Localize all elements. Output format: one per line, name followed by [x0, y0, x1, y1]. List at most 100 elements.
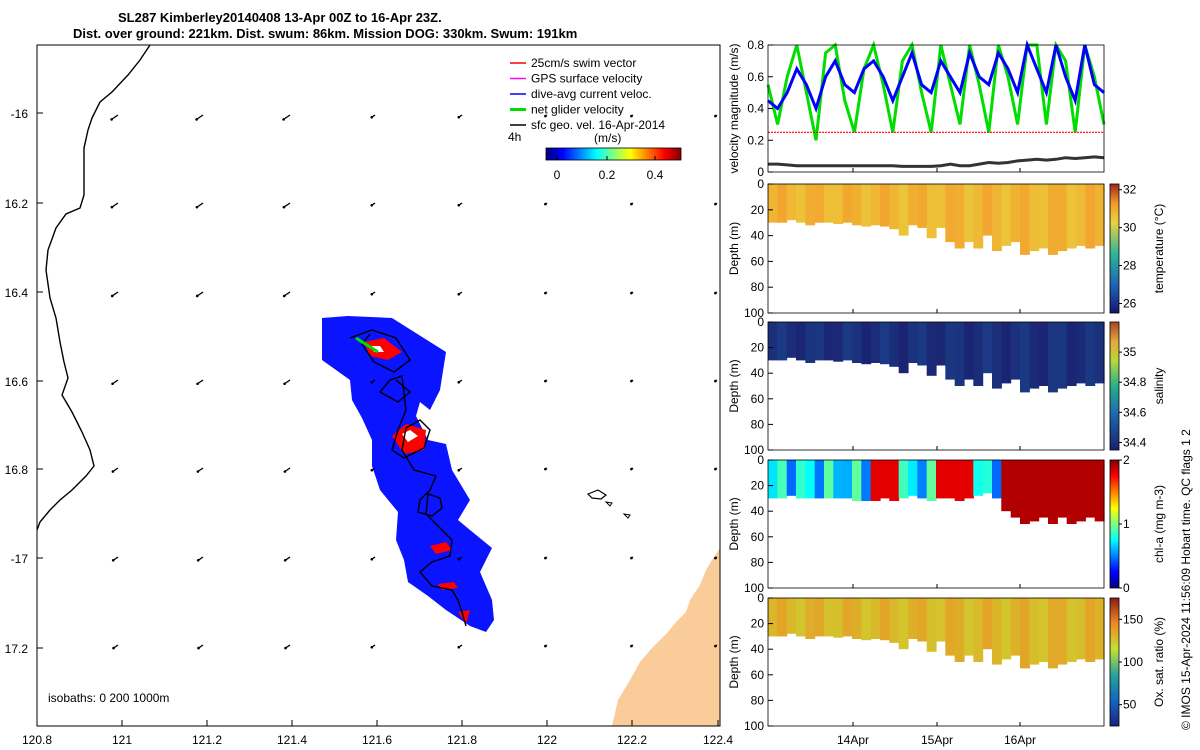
map-x-tick-label: 120.8	[22, 733, 52, 747]
geo-velocity-arrowhead	[370, 557, 374, 561]
geo-velocity-arrowhead	[457, 115, 461, 119]
velocity-y-tick: 0.2	[747, 133, 764, 147]
profile-column	[1094, 598, 1105, 660]
profile-column	[992, 184, 1002, 252]
geo-velocity-arrowhead	[544, 202, 547, 206]
geo-velocity-arrowhead	[195, 118, 198, 121]
geo-velocity-arrowhead	[110, 118, 113, 121]
geo-velocity-arrowhead	[111, 470, 115, 473]
profile-column	[964, 598, 974, 656]
profile-column	[870, 598, 881, 639]
profile-column	[833, 598, 844, 638]
map-colorbar-tick: 0	[554, 168, 561, 182]
profile-column	[926, 598, 937, 652]
map-colorbar-ticks: 0 0.2 0.4	[554, 156, 664, 182]
profile-column	[805, 184, 816, 226]
geo-velocity-arrowhead	[370, 645, 374, 649]
geo-velocity-arrowhead	[714, 644, 717, 648]
profile-column	[1085, 322, 1096, 386]
map-x-tick-label: 121.8	[447, 733, 477, 747]
geo-velocity-arrowhead	[370, 380, 374, 384]
profile-column	[1066, 322, 1077, 386]
depth-y-tick: 40	[751, 229, 765, 243]
time-tick-label: 14Apr	[837, 733, 869, 747]
profile-column	[1076, 598, 1086, 660]
map-y-tick-label: 16.8	[5, 463, 29, 477]
geo-velocity-arrowhead	[370, 115, 374, 119]
geo-velocity-arrowhead	[195, 205, 199, 209]
legend-label: dive-avg current veloc.	[531, 87, 652, 101]
profile-column	[1029, 598, 1040, 665]
profile-column	[852, 598, 862, 639]
profile-column	[1085, 184, 1096, 249]
profile-column	[814, 460, 825, 499]
depth-y-tick: 0	[757, 177, 764, 191]
isobath-label: isobaths: 0 200 1000m	[48, 691, 169, 705]
geo-velocity-arrowhead	[544, 379, 547, 383]
profile-column	[777, 460, 788, 499]
profile-column	[917, 460, 928, 499]
geo-velocity-arrowhead	[630, 467, 633, 471]
profile-column	[824, 322, 834, 361]
red-patch-3	[430, 542, 452, 554]
panel-colorbar	[1109, 183, 1120, 314]
profile-column	[1057, 598, 1068, 665]
profile-column	[964, 184, 974, 243]
profile-column	[926, 460, 937, 501]
geo-velocity-arrowhead	[457, 380, 461, 384]
map-x-tick-label: 122.2	[617, 733, 647, 747]
profile-column	[1029, 460, 1040, 522]
chart-title-line2: Dist. over ground: 221km. Dist. swum: 86…	[73, 26, 578, 41]
panel-frame	[767, 321, 1105, 451]
profile-column	[945, 598, 956, 656]
profile-column	[796, 184, 806, 223]
map-panel: 120.8 121 121.2 121.4 121.6 121.8 122 122.2 122.…	[5, 44, 733, 747]
map-y-axis: -16 16.2 16.4 16.6 16.8 -17 17.2	[5, 107, 43, 656]
profile-column	[768, 184, 778, 223]
profile-column	[992, 460, 1002, 499]
colorbar-label: Ox. sat. ratio (%)	[1152, 617, 1166, 707]
profile-column	[982, 460, 993, 494]
geo-velocity-arrowhead	[630, 202, 633, 206]
profile-column	[861, 184, 872, 227]
velocity-y-tick: 0.8	[747, 38, 764, 52]
white-patch	[402, 430, 418, 442]
profile-column	[1076, 460, 1086, 522]
geo-velocity-arrowhead	[370, 203, 374, 207]
map-x-tick-label: 122.4	[703, 733, 733, 747]
panel-2: 0 20 40 60 80 100 26 28 30 32 temperature (°C) Dept…	[727, 177, 1166, 320]
map-y-tick-label: 16.4	[5, 286, 29, 300]
geo-velocity-arrowhead	[112, 646, 115, 650]
profile-column	[786, 184, 797, 221]
profile-column	[889, 460, 900, 501]
profile-column	[796, 598, 806, 637]
velocity-y-tick: 0	[757, 165, 764, 179]
depth-y-tick: 60	[751, 668, 765, 682]
geo-velocity-arrowhead	[544, 467, 547, 471]
profile-column	[1020, 460, 1030, 524]
geo-velocity-arrowhead	[630, 644, 633, 648]
island-c	[622, 513, 631, 519]
profile-column	[880, 184, 890, 227]
geo-velocity-arrowhead	[544, 644, 547, 648]
geo-velocity-arrowhead	[714, 202, 717, 206]
map-y-tick-label: 16.2	[5, 197, 29, 211]
profile-column	[973, 598, 984, 662]
profile-column	[1066, 184, 1077, 249]
profile-column	[1020, 184, 1030, 255]
profile-column	[805, 460, 816, 499]
profile-column	[954, 598, 965, 662]
geo-velocity-arrowhead	[714, 467, 717, 471]
profile-column	[1066, 460, 1077, 524]
credit-text: © IMOS 15-Apr-2024 11:56:09 Hobart time.…	[1179, 429, 1193, 730]
colorbar-tick: 35	[1123, 345, 1137, 359]
geo-velocity-arrowhead	[283, 382, 286, 386]
profile-column	[973, 184, 984, 249]
map-colorbar	[545, 147, 682, 161]
net-velocity-arrow	[355, 336, 379, 354]
velocity-series-line	[768, 155, 1105, 168]
interval-label: 4h	[508, 130, 521, 144]
profile-column	[786, 460, 797, 496]
depth-y-tick: 20	[751, 203, 765, 217]
